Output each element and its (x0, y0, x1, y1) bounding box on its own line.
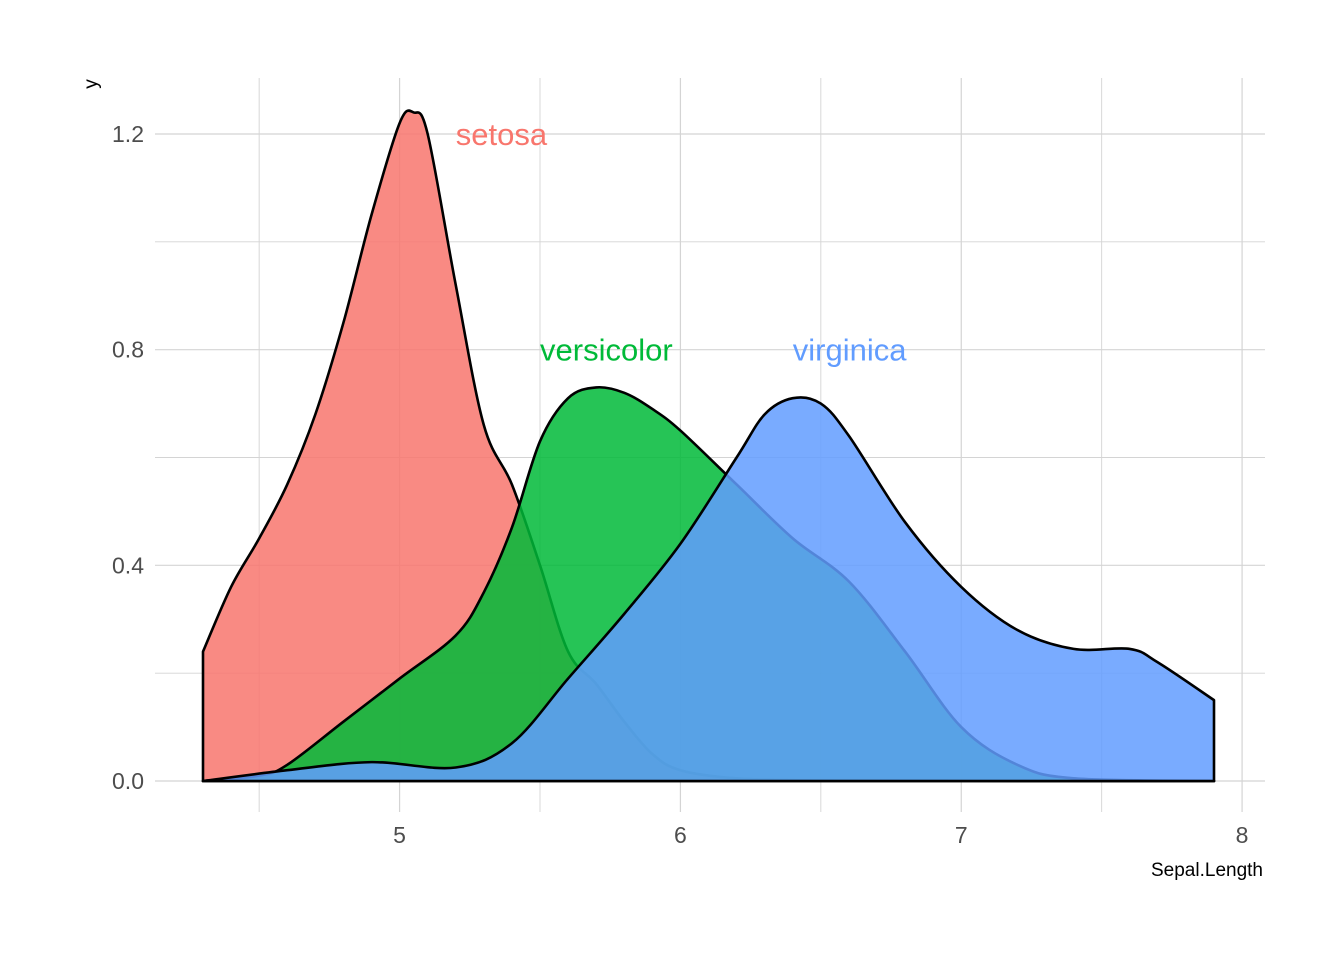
y-tick-label: 0.8 (112, 337, 144, 363)
x-tick-label: 8 (1236, 822, 1249, 848)
density-areas (201, 109, 1216, 783)
series-label-versicolor: versicolor (540, 333, 673, 368)
y-tick-label: 0.4 (112, 552, 144, 578)
y-tick-label: 0.0 (112, 768, 144, 794)
series-label-virginica: virginica (793, 333, 907, 368)
density-area-virginica (201, 396, 1216, 783)
tick-labels: 0.0 0.4 0.8 1.2 5 6 7 8 (112, 121, 1248, 848)
x-axis-title: Sepal.Length (1151, 860, 1263, 881)
x-tick-label: 5 (393, 822, 406, 848)
y-tick-label: 1.2 (112, 121, 144, 147)
series-labels: setosa versicolor virginica (456, 117, 907, 368)
y-axis-title: y (81, 79, 102, 89)
x-tick-label: 6 (674, 822, 687, 848)
x-tick-label: 7 (955, 822, 968, 848)
series-label-setosa: setosa (456, 117, 548, 152)
